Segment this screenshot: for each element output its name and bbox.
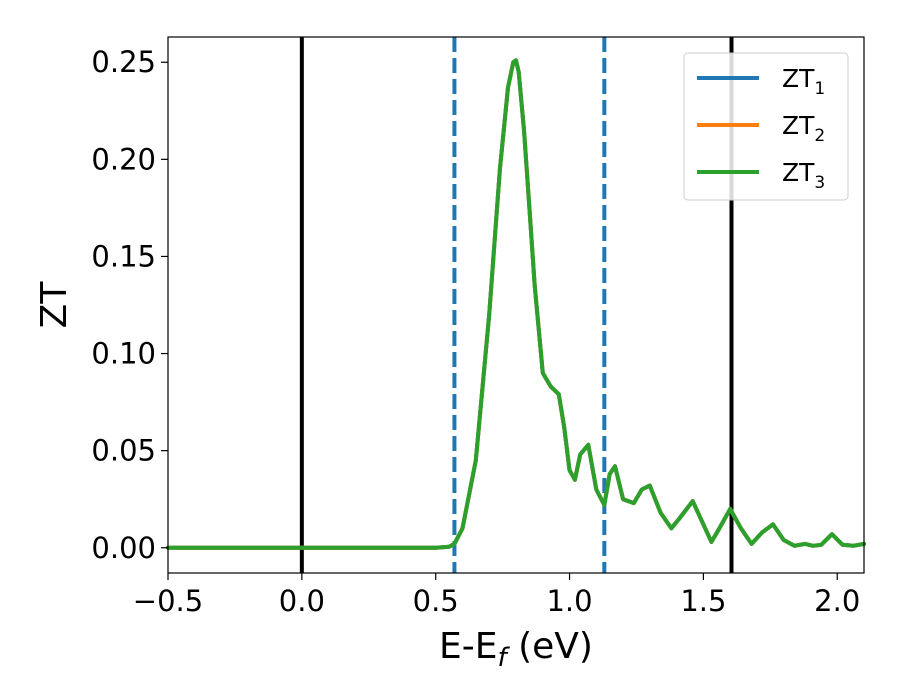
legend-label-zt3: ZT3 [782,158,825,193]
x-tick-label: 2.0 [814,584,860,618]
x-tick-label: 0.0 [279,584,325,618]
y-axis-ticks: 0.00 0.05 0.10 0.15 0.20 0.25 [91,45,168,565]
y-tick-label: 0.10 [91,337,156,371]
legend-label-zt1: ZT1 [782,64,825,99]
x-tick-label: −0.5 [133,584,203,618]
legend-label-zt2: ZT2 [782,111,825,146]
series-line-zt3 [166,58,866,550]
x-tick-label: 1.5 [680,584,726,618]
y-tick-label: 0.05 [91,434,156,468]
y-tick-label: 0.20 [91,142,156,176]
y-tick-label: 0.00 [91,531,156,565]
legend: ZT1 ZT2 ZT3 [683,52,849,201]
x-tick-label: 1.0 [546,584,592,618]
y-axis-title: ZT [34,281,75,329]
y-tick-label: 0.15 [91,239,156,273]
x-axis-title: E-Ef (eV) [439,626,593,673]
vertical-reference-lines [299,37,734,573]
series-lines [166,58,866,550]
x-tick-label: 0.5 [413,584,459,618]
legend-box [683,52,849,201]
plot-area-frame [167,36,865,574]
y-tick-label: 0.25 [91,45,156,79]
x-axis-ticks: −0.5 0.0 0.5 1.0 1.5 2.0 [133,573,860,618]
